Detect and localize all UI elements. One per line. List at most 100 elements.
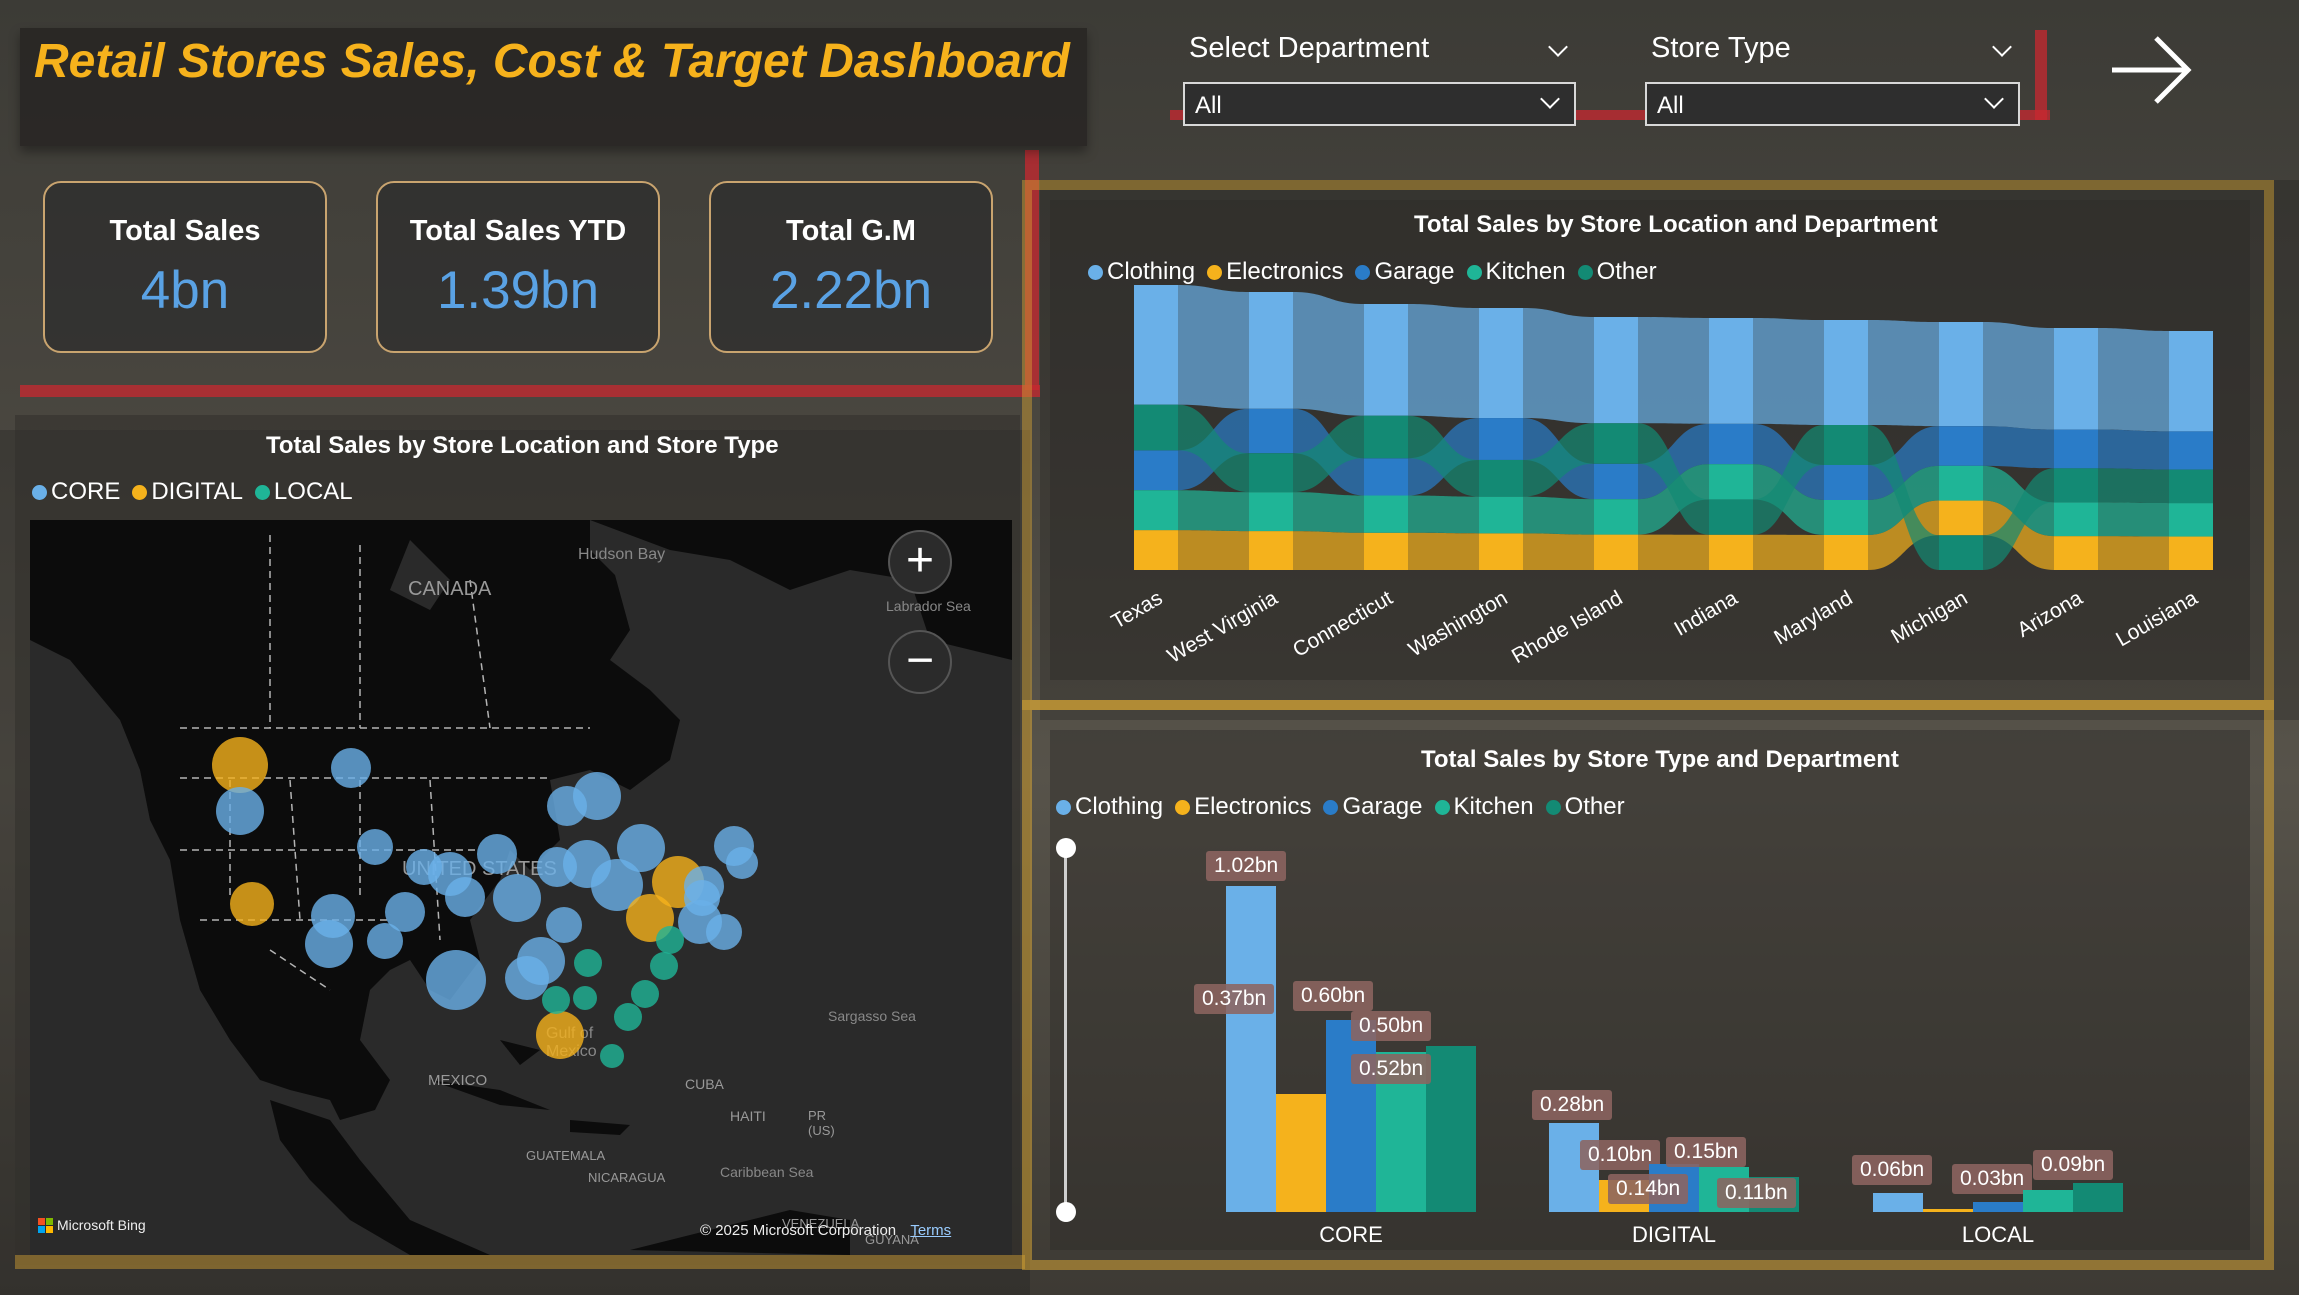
ribbon-bar-kitchen[interactable] bbox=[2054, 502, 2098, 537]
map-bubble-core[interactable] bbox=[406, 849, 442, 885]
ribbon-bar-clothing[interactable] bbox=[1594, 317, 1638, 424]
ribbon-kitchen[interactable] bbox=[1523, 496, 1594, 535]
ribbon-bar-kitchen[interactable] bbox=[1249, 492, 1293, 532]
ribbon-bar-electronics[interactable] bbox=[1134, 530, 1178, 570]
legend-item-kitchen[interactable]: Kitchen bbox=[1434, 793, 1534, 821]
map-bubble-local[interactable] bbox=[614, 1003, 642, 1031]
ribbon-other[interactable] bbox=[1753, 425, 1824, 535]
ribbon-garage[interactable] bbox=[1983, 426, 2054, 469]
legend-item-core[interactable]: CORE bbox=[32, 478, 120, 506]
map-bubble-digital[interactable] bbox=[212, 737, 268, 793]
bar-chart-plot[interactable]: 1.02bn 0.37bn 0.60bn 0.50bn 0.52bn CORE 0.28bn… bbox=[1050, 730, 2250, 1250]
map-bubble-core[interactable] bbox=[546, 907, 582, 943]
legend-item-electronics[interactable]: Electronics bbox=[1207, 258, 1343, 286]
ribbon-other[interactable] bbox=[1638, 423, 1709, 535]
ribbon-electronics[interactable] bbox=[1178, 530, 1249, 570]
ribbon-bar-clothing[interactable] bbox=[2169, 331, 2213, 432]
ribbon-clothing[interactable] bbox=[1293, 292, 1364, 416]
bar-local-garage[interactable] bbox=[1973, 1202, 2023, 1212]
map-bubble-core[interactable] bbox=[426, 950, 486, 1010]
ribbon-kitchen[interactable] bbox=[2098, 502, 2169, 537]
map-bubble-core[interactable] bbox=[385, 892, 425, 932]
ribbon-bar-other[interactable] bbox=[1134, 404, 1178, 451]
ribbon-clothing[interactable] bbox=[1868, 320, 1939, 427]
zoom-slider-track[interactable] bbox=[1064, 848, 1067, 1212]
ribbon-bar-garage[interactable] bbox=[1594, 463, 1638, 500]
map-bubble-core[interactable] bbox=[331, 748, 371, 788]
legend-item-garage[interactable]: Garage bbox=[1355, 258, 1455, 286]
ribbon-bar-other[interactable] bbox=[2169, 469, 2213, 504]
ribbon-bar-garage[interactable] bbox=[1364, 458, 1408, 496]
ribbon-bar-clothing[interactable] bbox=[1364, 304, 1408, 416]
department-select[interactable]: All bbox=[1183, 82, 1576, 126]
ribbon-bar-other[interactable] bbox=[1709, 499, 1753, 535]
ribbon-bar-kitchen[interactable] bbox=[1364, 495, 1408, 533]
legend-item-digital[interactable]: DIGITAL bbox=[132, 478, 243, 506]
legend-item-clothing[interactable]: Clothing bbox=[1056, 793, 1163, 821]
ribbon-bar-garage[interactable] bbox=[1479, 418, 1523, 460]
legend-item-electronics[interactable]: Electronics bbox=[1175, 793, 1311, 821]
ribbon-other[interactable] bbox=[1293, 415, 1364, 493]
map-bubble-digital[interactable] bbox=[536, 1011, 584, 1059]
ribbon-other[interactable] bbox=[1178, 404, 1249, 493]
ribbon-garage[interactable] bbox=[1753, 423, 1824, 500]
ribbon-bar-clothing[interactable] bbox=[1134, 285, 1178, 405]
bar-local-clothing[interactable] bbox=[1873, 1192, 1923, 1212]
ribbon-bar-other[interactable] bbox=[1249, 453, 1293, 493]
ribbon-other[interactable] bbox=[1868, 425, 1939, 570]
ribbon-electronics[interactable] bbox=[1408, 532, 1479, 570]
chevron-down-icon[interactable] bbox=[1992, 37, 2012, 57]
ribbon-kitchen[interactable] bbox=[1178, 490, 1249, 532]
ribbon-bar-other[interactable] bbox=[1939, 535, 1983, 570]
ribbon-bar-garage[interactable] bbox=[2169, 431, 2213, 470]
ribbon-electronics[interactable] bbox=[1293, 531, 1364, 570]
ribbon-other[interactable] bbox=[1983, 468, 2054, 570]
zoom-slider-handle-bottom[interactable] bbox=[1056, 1202, 1076, 1222]
legend-item-other[interactable]: Other bbox=[1545, 793, 1625, 821]
terms-link[interactable]: Terms bbox=[910, 1222, 952, 1239]
ribbon-bar-other[interactable] bbox=[2054, 468, 2098, 503]
map-bubble-core[interactable] bbox=[357, 829, 393, 865]
ribbon-bar-kitchen[interactable] bbox=[2169, 503, 2213, 537]
ribbon-electronics[interactable] bbox=[1638, 534, 1709, 570]
ribbon-bar-garage[interactable] bbox=[1709, 423, 1753, 465]
ribbon-bar-electronics[interactable] bbox=[2169, 536, 2213, 570]
ribbon-bar-other[interactable] bbox=[1824, 425, 1868, 465]
ribbon-bar-other[interactable] bbox=[1364, 415, 1408, 459]
ribbon-kitchen[interactable] bbox=[1983, 465, 2054, 537]
bar-local-other[interactable] bbox=[2073, 1183, 2123, 1212]
map-bubble-core[interactable] bbox=[367, 923, 403, 959]
ribbon-electronics[interactable] bbox=[1753, 534, 1824, 570]
zoom-slider-handle-top[interactable] bbox=[1056, 838, 1076, 858]
legend-item-other[interactable]: Other bbox=[1577, 258, 1657, 286]
ribbon-kitchen[interactable] bbox=[1408, 495, 1479, 534]
ribbon-bar-other[interactable] bbox=[1594, 423, 1638, 464]
legend-item-garage[interactable]: Garage bbox=[1323, 793, 1423, 821]
ribbon-kitchen[interactable] bbox=[1293, 492, 1364, 533]
map-bubble-local[interactable] bbox=[631, 980, 659, 1008]
map-bubble-local[interactable] bbox=[600, 1044, 624, 1068]
map-bubble-local[interactable] bbox=[656, 926, 684, 954]
zoom-in-button[interactable]: + bbox=[888, 530, 952, 594]
ribbon-bar-clothing[interactable] bbox=[1479, 308, 1523, 419]
ribbon-bar-kitchen[interactable] bbox=[1939, 465, 1983, 501]
ribbon-bar-electronics[interactable] bbox=[2054, 536, 2098, 570]
map-bubble-core[interactable] bbox=[493, 874, 541, 922]
map-bubble-local[interactable] bbox=[574, 949, 602, 977]
ribbon-clothing[interactable] bbox=[1638, 317, 1709, 424]
map-bubble-core[interactable] bbox=[477, 834, 517, 874]
map-bubble-core[interactable] bbox=[706, 914, 742, 950]
ribbon-other[interactable] bbox=[2098, 468, 2169, 504]
map-bubble-core[interactable] bbox=[726, 847, 758, 879]
ribbon-garage[interactable] bbox=[1868, 426, 1939, 500]
map-bubble-core[interactable] bbox=[573, 772, 621, 820]
map-bubble-core[interactable] bbox=[445, 877, 485, 917]
map-bubble-local[interactable] bbox=[573, 986, 597, 1010]
ribbon-clothing[interactable] bbox=[1178, 285, 1249, 409]
legend-item-kitchen[interactable]: Kitchen bbox=[1466, 258, 1566, 286]
bar-core-other[interactable] bbox=[1426, 1045, 1476, 1212]
bar-local-kitchen[interactable] bbox=[2023, 1189, 2073, 1212]
ribbon-other[interactable] bbox=[1523, 423, 1594, 497]
bar-local-electronics[interactable] bbox=[1923, 1209, 1973, 1212]
legend-item-clothing[interactable]: Clothing bbox=[1088, 258, 1195, 286]
